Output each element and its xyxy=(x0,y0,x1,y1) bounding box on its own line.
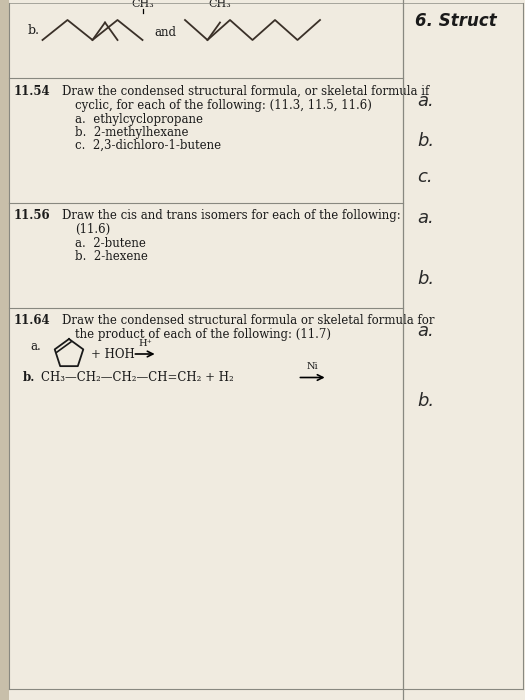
Text: cyclic, for each of the following: (11.3, 11.5, 11.6): cyclic, for each of the following: (11.3… xyxy=(75,99,372,112)
Text: a.  ethylcyclopropane: a. ethylcyclopropane xyxy=(75,113,203,126)
Bar xyxy=(403,0,525,700)
Text: + HOH: + HOH xyxy=(91,347,135,360)
Text: Ni: Ni xyxy=(307,362,318,371)
Text: Draw the condensed structural formula or skeletal formula for: Draw the condensed structural formula or… xyxy=(62,314,435,327)
Text: and: and xyxy=(154,26,176,39)
Text: 11.54: 11.54 xyxy=(14,85,50,98)
Text: c.  2,3-dichloro-1-butene: c. 2,3-dichloro-1-butene xyxy=(75,139,221,152)
Text: b.: b. xyxy=(23,371,35,384)
Text: a.: a. xyxy=(417,323,434,340)
Text: b.: b. xyxy=(417,132,435,150)
Bar xyxy=(9,0,403,700)
Text: a.: a. xyxy=(417,92,434,111)
Text: a.: a. xyxy=(30,340,41,353)
Text: c.: c. xyxy=(417,167,433,186)
Text: H⁺: H⁺ xyxy=(138,339,152,347)
Text: CH₃: CH₃ xyxy=(208,0,232,9)
Text: CH₃: CH₃ xyxy=(131,0,154,9)
Text: b.: b. xyxy=(417,270,435,288)
Text: a.  2-butene: a. 2-butene xyxy=(75,237,146,250)
Text: Draw the condensed structural formula, or skeletal formula if: Draw the condensed structural formula, o… xyxy=(62,85,430,98)
Text: b.: b. xyxy=(417,393,435,410)
Text: CH₃—CH₂—CH₂—CH=CH₂ + H₂: CH₃—CH₂—CH₂—CH=CH₂ + H₂ xyxy=(41,371,234,384)
Text: 11.56: 11.56 xyxy=(14,209,50,222)
Text: b.  2-hexene: b. 2-hexene xyxy=(75,250,148,263)
Text: a.: a. xyxy=(417,209,434,227)
Text: 11.64: 11.64 xyxy=(14,314,50,327)
Text: 6. Struct: 6. Struct xyxy=(415,13,497,31)
Text: b.: b. xyxy=(27,25,39,38)
Text: b.  2-methylhexane: b. 2-methylhexane xyxy=(75,126,188,139)
Text: (11.6): (11.6) xyxy=(75,223,110,236)
Text: the product of each of the following: (11.7): the product of each of the following: (1… xyxy=(75,328,331,341)
Text: Draw the cis and trans isomers for each of the following:: Draw the cis and trans isomers for each … xyxy=(62,209,401,222)
